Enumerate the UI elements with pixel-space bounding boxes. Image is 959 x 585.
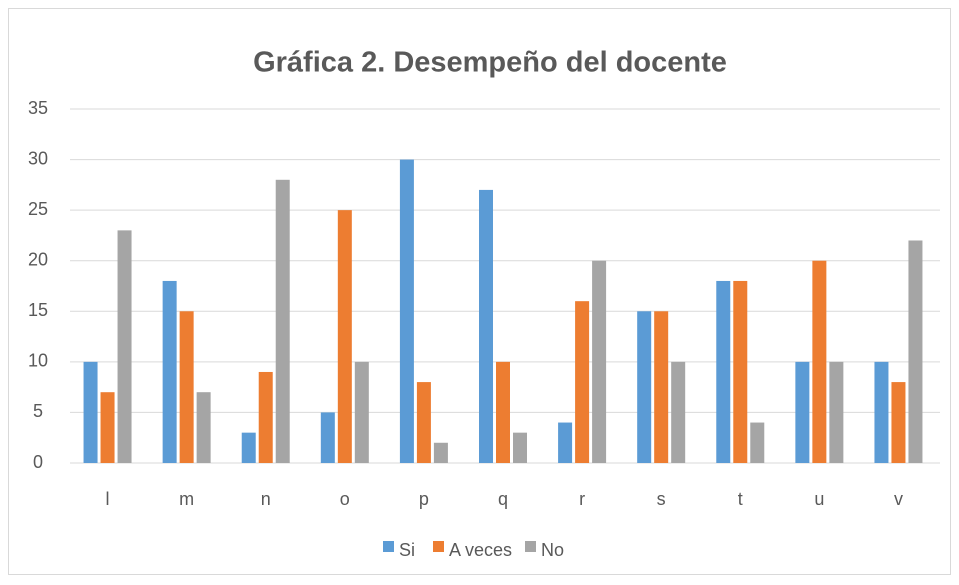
x-tick-label: n [261,489,271,509]
bar [716,280,731,463]
legend-label: Si [399,540,415,560]
y-tick-label: 20 [28,249,48,269]
y-tick-label: 10 [28,351,48,371]
bar [637,311,652,463]
legend-label: No [541,540,564,560]
bar [592,260,607,463]
bar [241,432,256,463]
bar [275,179,290,464]
x-tick-label: r [579,489,585,509]
y-tick-label: 25 [28,199,48,219]
bar [399,159,414,464]
legend-label: A veces [449,540,512,560]
x-tick-label: q [498,489,508,509]
bar [479,189,493,463]
bar [258,371,273,463]
bar [654,311,669,463]
bar [750,422,765,463]
bar [812,260,827,463]
y-tick-label: 15 [28,300,48,320]
x-tick-label: l [106,489,110,509]
bar [671,361,686,463]
bar [117,230,132,463]
bar [196,392,211,463]
bar [162,280,177,463]
y-tick-label: 5 [33,401,43,421]
x-tick-label: s [657,489,666,509]
x-tick-label: m [179,489,194,509]
bar [320,412,335,463]
bar [558,422,573,463]
legend-swatch [383,541,394,552]
bar [575,301,590,463]
bar [100,392,115,463]
bar [496,361,510,463]
bar [179,311,194,463]
bar [337,210,352,463]
x-tick-label: o [340,489,350,509]
bar [795,361,810,463]
bar [433,442,448,463]
legend-swatch [525,541,536,552]
x-tick-label: u [814,489,824,509]
chart-title: Gráfica 2. Desempeño del docente [253,47,727,79]
bar [874,361,889,463]
y-tick-label: 35 [28,98,48,118]
bar [354,361,369,463]
bar [908,240,923,463]
y-tick-label: 0 [33,452,43,472]
bar [829,361,844,463]
bar [891,382,906,463]
bar [416,382,431,463]
bar [733,280,748,463]
x-tick-label: t [738,489,743,509]
legend-swatch [433,541,444,552]
x-tick-label: v [894,489,903,509]
x-tick-label: p [419,489,429,509]
bar [513,432,527,463]
bar [83,361,98,463]
y-tick-label: 30 [28,148,48,168]
